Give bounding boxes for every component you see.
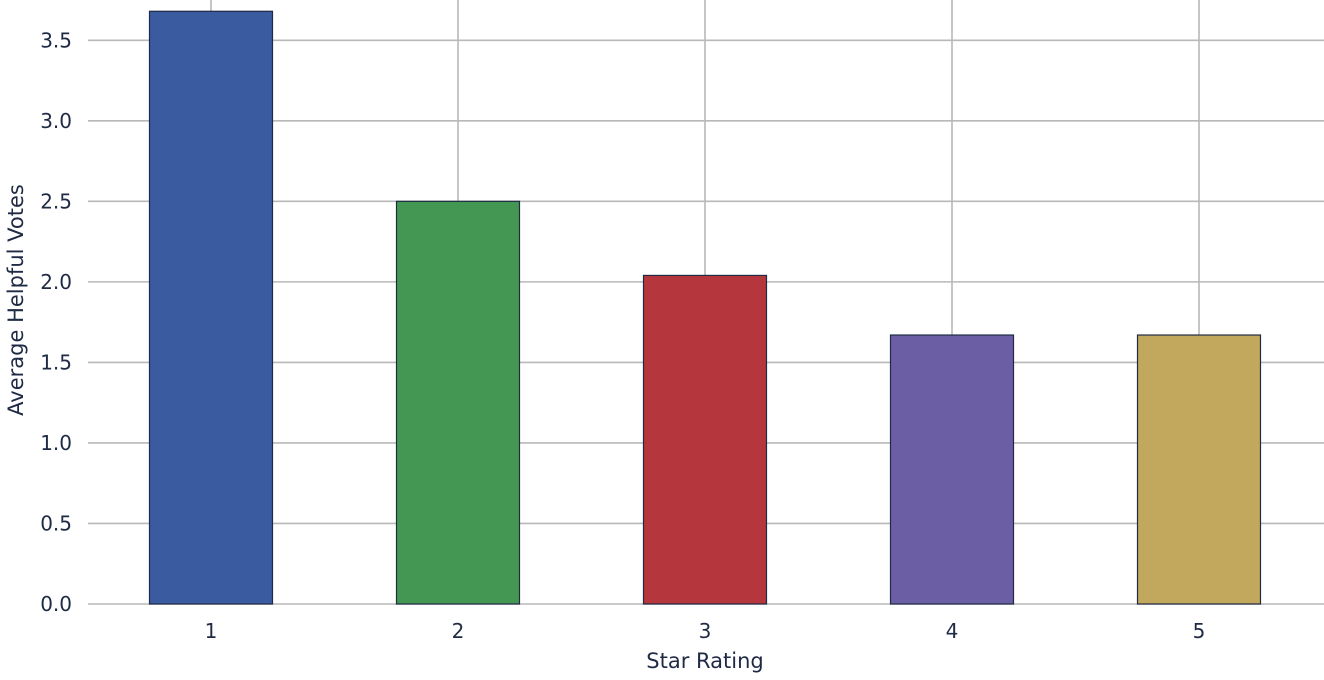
y-tick-label: 0.5 xyxy=(40,511,72,535)
x-tick-label: 1 xyxy=(205,619,218,643)
y-tick-label: 3.5 xyxy=(40,28,72,52)
bar-3 xyxy=(642,274,768,605)
y-tick-label: 0.0 xyxy=(40,592,72,616)
bar-1 xyxy=(148,10,274,605)
x-tick-label: 5 xyxy=(1193,619,1206,643)
y-tick-label: 2.0 xyxy=(40,270,72,294)
y-axis-label: Average Helpful Votes xyxy=(4,184,28,416)
x-tick-label: 3 xyxy=(699,619,712,643)
bar-5 xyxy=(1136,334,1262,605)
y-tick-label: 2.5 xyxy=(40,189,72,213)
y-tick-label: 3.0 xyxy=(40,109,72,133)
bars xyxy=(148,10,1262,605)
x-axis-label: Star Rating xyxy=(646,649,763,673)
x-tick-labels: 1 2 3 4 5 xyxy=(205,619,1206,643)
y-tick-label: 1.5 xyxy=(40,350,72,374)
y-tick-label: 1.0 xyxy=(40,431,72,455)
x-tick-label: 2 xyxy=(452,619,465,643)
bar-2 xyxy=(395,200,521,605)
x-tick-label: 4 xyxy=(946,619,959,643)
bar-4 xyxy=(889,334,1015,605)
y-tick-labels: 0.0 0.5 1.0 1.5 2.0 2.5 3.0 3.5 xyxy=(40,28,72,616)
